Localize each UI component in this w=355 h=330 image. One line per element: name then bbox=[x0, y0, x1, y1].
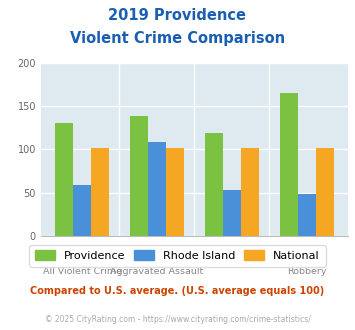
Bar bbox=[298, 193, 316, 236]
Bar bbox=[166, 148, 184, 236]
Legend: Providence, Rhode Island, National: Providence, Rhode Island, National bbox=[29, 245, 326, 267]
Bar bbox=[91, 148, 109, 236]
Text: All Violent Crime: All Violent Crime bbox=[43, 267, 121, 276]
Text: 2019 Providence: 2019 Providence bbox=[109, 8, 246, 23]
Bar bbox=[280, 93, 298, 236]
Text: Robbery: Robbery bbox=[287, 267, 327, 276]
Bar bbox=[130, 116, 148, 236]
Bar bbox=[55, 123, 73, 236]
Text: Rape: Rape bbox=[145, 251, 169, 260]
Text: Murder & Mans...: Murder & Mans... bbox=[191, 251, 272, 260]
Bar bbox=[241, 148, 259, 236]
Text: © 2025 CityRating.com - https://www.cityrating.com/crime-statistics/: © 2025 CityRating.com - https://www.city… bbox=[45, 315, 310, 324]
Bar bbox=[223, 190, 241, 236]
Bar bbox=[148, 142, 166, 236]
Bar bbox=[73, 185, 91, 236]
Text: Aggravated Assault: Aggravated Assault bbox=[110, 267, 203, 276]
Bar bbox=[205, 133, 223, 236]
Bar bbox=[316, 148, 334, 236]
Text: Compared to U.S. average. (U.S. average equals 100): Compared to U.S. average. (U.S. average … bbox=[31, 286, 324, 296]
Text: Violent Crime Comparison: Violent Crime Comparison bbox=[70, 31, 285, 46]
